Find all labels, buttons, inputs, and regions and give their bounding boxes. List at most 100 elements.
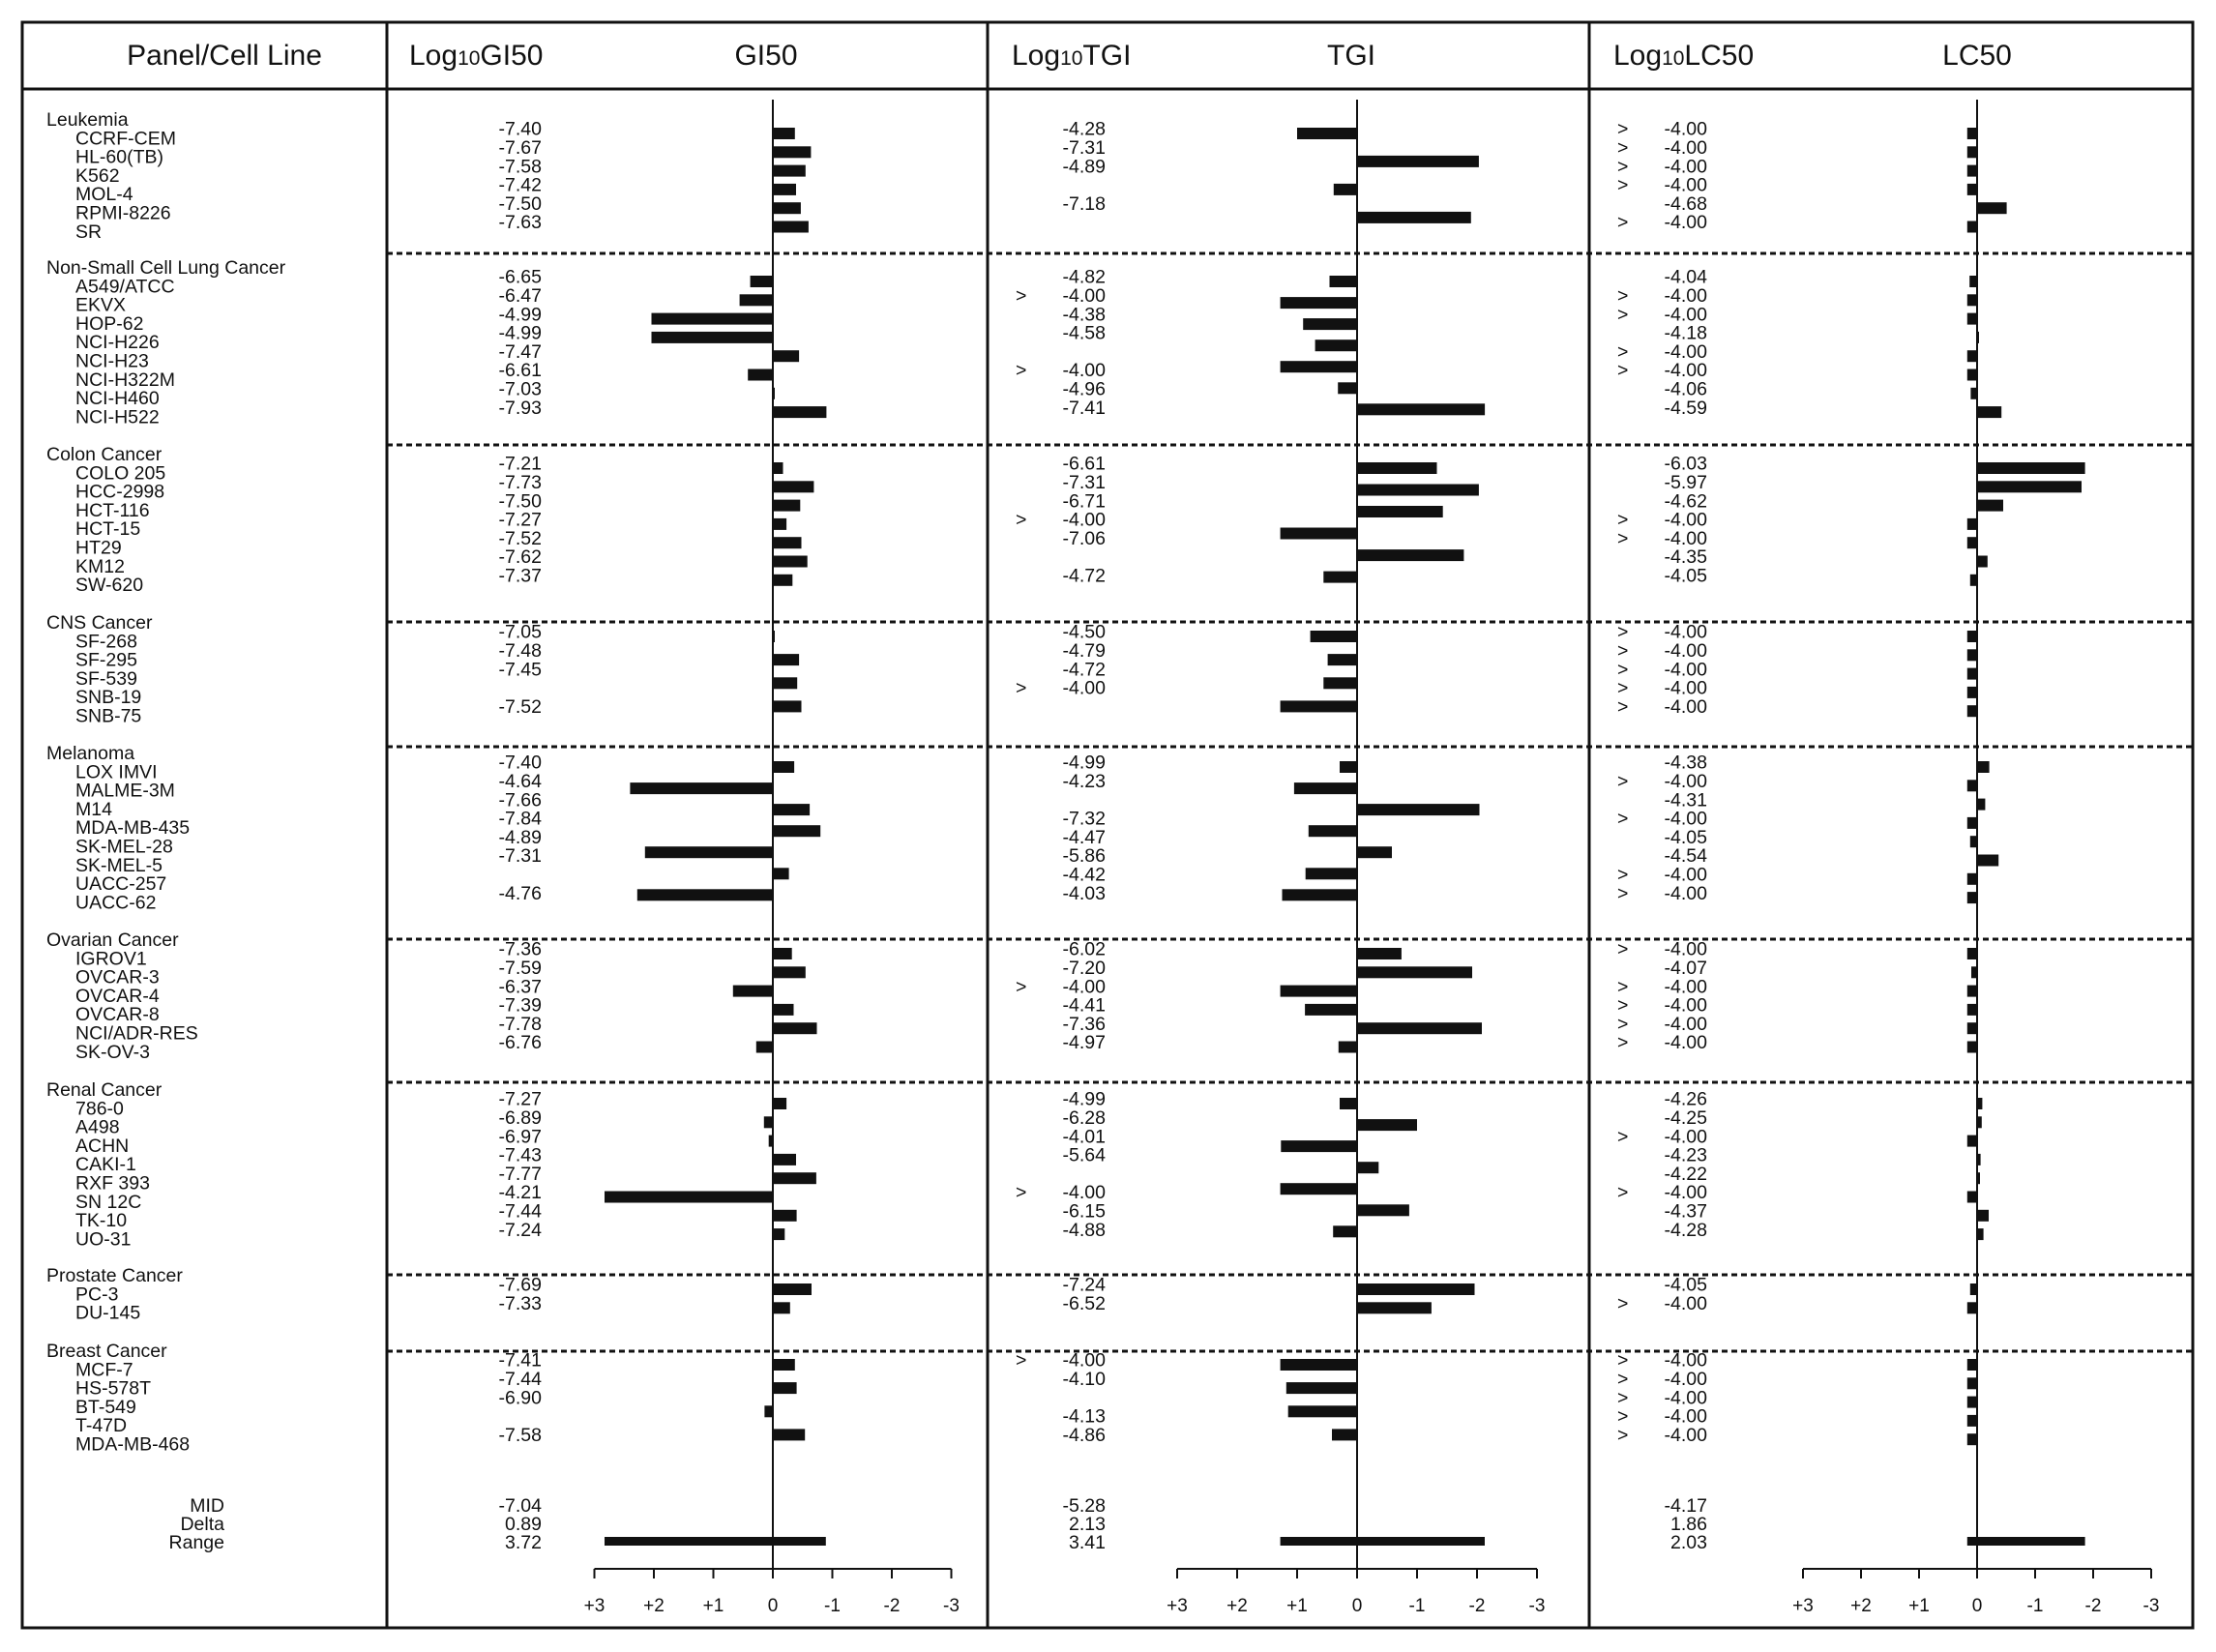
gi50-value: -7.50 (499, 193, 543, 215)
lc50-value: -4.37 (1665, 1201, 1707, 1223)
tgi-bar (1315, 339, 1357, 352)
lc50-gt-mark: > (1617, 119, 1628, 140)
lc50-gt-mark: > (1617, 304, 1628, 325)
gi50-value: -6.89 (499, 1107, 542, 1129)
tgi-value: -7.36 (1063, 1014, 1106, 1035)
gi50-summary-value: 0.89 (505, 1514, 542, 1535)
gi50-value: -7.36 (499, 939, 542, 960)
cell-line-label: RXF 393 (75, 1173, 150, 1195)
lc50-value: -4.00 (1665, 622, 1708, 643)
tgi-bar (1333, 183, 1357, 195)
lc50-value: -4.05 (1665, 827, 1708, 848)
cell-line-label: OVCAR-3 (75, 967, 160, 988)
cell-line-label: NCI-H226 (75, 332, 160, 353)
lc50-bar (1966, 649, 1977, 662)
tgi-bar (1323, 677, 1357, 690)
lc50-bar (1969, 276, 1977, 287)
gi50-tick-label: 0 (768, 1596, 779, 1616)
tgi-bar (1357, 403, 1486, 416)
gi50-bar (773, 574, 793, 586)
lc50-gt-mark: > (1617, 360, 1628, 381)
gi50-tick-label: +1 (703, 1596, 724, 1616)
gi50-value: -7.50 (499, 490, 543, 512)
panel-title: CNS Cancer (46, 612, 153, 634)
tgi-bar (1333, 1225, 1357, 1238)
lc50-bar (1966, 183, 1977, 195)
tgi-bar (1357, 484, 1479, 496)
gi50-value: -7.78 (499, 1014, 542, 1035)
lc50-value: -4.00 (1665, 1406, 1708, 1428)
header-gi50: GI50 (734, 40, 797, 72)
cell-line-label: MCF-7 (75, 1359, 133, 1380)
gi50-value: -4.99 (499, 304, 542, 325)
tgi-bar (1280, 527, 1357, 540)
tgi-bar (1287, 1405, 1357, 1418)
gi50-value: -7.52 (499, 528, 542, 549)
tgi-gt-mark: > (1016, 285, 1026, 307)
gi50-value: -6.37 (499, 976, 542, 997)
lc50-bar (1977, 798, 1986, 811)
gi50-bar (651, 312, 773, 325)
lc50-gt-mark: > (1617, 976, 1628, 997)
lc50-bar (1966, 1135, 1977, 1147)
tgi-value: -4.96 (1063, 378, 1106, 399)
lc50-value: -4.06 (1665, 378, 1707, 399)
gi50-bar (732, 985, 773, 997)
gi50-bar (773, 1209, 797, 1222)
lc50-value: -4.00 (1665, 995, 1708, 1017)
lc50-value: -4.22 (1665, 1164, 1707, 1185)
cell-line-label: MALME-3M (75, 781, 175, 802)
cell-line-label: OVCAR-4 (75, 986, 160, 1007)
lc50-gt-mark: > (1617, 137, 1628, 159)
lc50-gt-mark: > (1617, 1014, 1628, 1035)
gi50-bar (773, 555, 808, 568)
cell-line-label: NCI/ADR-RES (75, 1023, 198, 1045)
tgi-bar (1357, 506, 1443, 517)
cell-line-label: K562 (75, 165, 120, 187)
lc50-summary-value: 1.86 (1670, 1514, 1707, 1535)
tgi-tick-label: +3 (1167, 1596, 1188, 1616)
lc50-summary-value: 2.03 (1670, 1532, 1707, 1553)
lc50-gt-mark: > (1617, 771, 1628, 792)
tgi-summary-value: 3.41 (1069, 1532, 1106, 1553)
cell-line-label: CAKI-1 (75, 1154, 136, 1175)
lc50-bar (1977, 406, 2002, 419)
lc50-gt-mark: > (1617, 1126, 1628, 1147)
tgi-value: -6.52 (1063, 1293, 1106, 1314)
tgi-value: -7.06 (1063, 528, 1106, 549)
gi50-value: -7.63 (499, 212, 542, 233)
tgi-value: -4.50 (1063, 622, 1107, 643)
tgi-gt-mark: > (1016, 1350, 1026, 1372)
lc50-gt-mark: > (1617, 212, 1628, 233)
lc50-range-bar (1966, 1537, 2085, 1546)
gi50-value: -7.37 (499, 566, 542, 587)
cell-line-label: SF-268 (75, 631, 137, 652)
lc50-bar (1966, 312, 1977, 325)
gi50-value: -4.21 (499, 1182, 542, 1203)
tgi-bar (1338, 1041, 1357, 1053)
lc50-gt-mark: > (1617, 1425, 1628, 1446)
tgi-bar (1357, 1283, 1475, 1295)
gi50-bar (773, 462, 783, 474)
lc50-gt-mark: > (1617, 809, 1628, 830)
gi50-bar (651, 331, 773, 343)
tgi-value: -7.31 (1063, 137, 1106, 159)
tgi-bar (1357, 462, 1437, 474)
tgi-value: -4.00 (1063, 1350, 1107, 1372)
lc50-tick-label: +2 (1850, 1596, 1872, 1616)
tgi-value: -4.82 (1063, 267, 1106, 288)
lc50-value: -4.00 (1665, 510, 1708, 531)
tgi-value: -6.02 (1063, 939, 1106, 960)
cell-line-label: HL-60(TB) (75, 147, 163, 168)
tgi-value: -5.86 (1063, 845, 1106, 867)
tgi-value: -6.71 (1063, 490, 1106, 512)
tgi-bar (1280, 985, 1357, 997)
tgi-bar (1357, 948, 1402, 959)
lc50-bar (1966, 221, 1977, 233)
lc50-value: -4.00 (1665, 659, 1708, 680)
lc50-gt-mark: > (1617, 883, 1628, 904)
tgi-bar (1282, 889, 1357, 901)
gi50-bar (636, 889, 773, 901)
tgi-value: -4.97 (1063, 1032, 1106, 1053)
lc50-gt-mark: > (1617, 1369, 1628, 1390)
